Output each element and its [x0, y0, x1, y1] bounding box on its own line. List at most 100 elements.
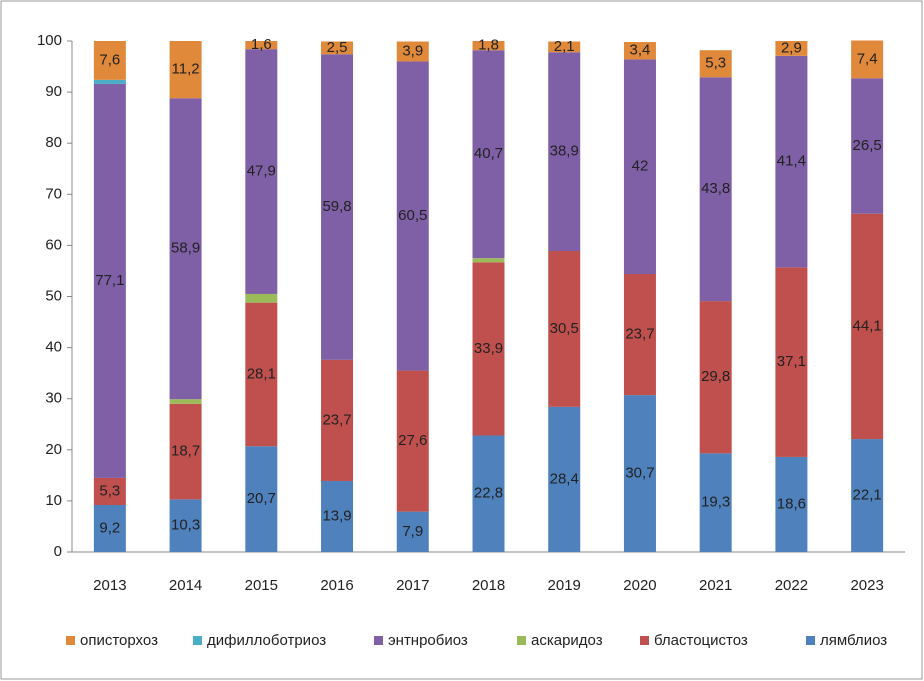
bar-segment	[245, 49, 278, 294]
data-label: 77,1	[95, 272, 124, 289]
data-label: 42	[632, 158, 649, 175]
x-tick-label: 2017	[396, 577, 429, 594]
data-label: 9,2	[99, 519, 120, 536]
x-tick-label: 2015	[245, 577, 278, 594]
y-tick-label: 60	[45, 236, 62, 253]
bar-segment	[851, 78, 884, 214]
data-label: 7,6	[99, 51, 120, 68]
data-label: 37,1	[777, 353, 806, 370]
legend-label: бластоцистоз	[654, 632, 748, 649]
legend-swatch	[517, 636, 526, 645]
bar-segment	[548, 251, 581, 407]
bar-segment	[699, 50, 732, 78]
bar-segment	[775, 41, 808, 56]
bar-segment	[245, 302, 278, 447]
bar-segment	[699, 301, 732, 454]
data-label: 7,9	[402, 523, 423, 540]
bar-segment	[851, 439, 884, 552]
data-label: 2,9	[781, 39, 802, 56]
legend-swatch	[66, 636, 75, 645]
legend-label: дифиллоботриоз	[207, 632, 326, 649]
y-tick-label: 80	[45, 134, 62, 151]
data-label: 29,8	[701, 368, 730, 385]
data-label: 19,3	[701, 494, 730, 511]
bar-segment	[321, 480, 354, 552]
bar-segment	[472, 41, 505, 51]
data-label: 3,9	[402, 42, 423, 59]
legend-label: описторхоз	[80, 632, 158, 649]
bar-segment	[169, 399, 202, 404]
data-label: 1,8	[478, 37, 499, 54]
y-tick-label: 90	[45, 83, 62, 100]
data-label: 58,9	[171, 240, 200, 257]
y-tick-label: 10	[45, 492, 62, 509]
bar-segment	[321, 54, 354, 360]
data-label: 18,7	[171, 443, 200, 460]
x-tick-label: 2023	[850, 577, 883, 594]
bar-segment	[548, 406, 581, 552]
y-tick-label: 0	[54, 543, 62, 560]
legend-swatch	[806, 636, 815, 645]
data-label: 26,5	[853, 137, 882, 154]
data-label: 22,1	[853, 487, 882, 504]
data-label: 7,4	[857, 50, 878, 67]
legend-label: лямблиоз	[820, 632, 887, 649]
data-label: 27,6	[398, 432, 427, 449]
data-label: 60,5	[398, 207, 427, 224]
bar-segment	[321, 41, 354, 55]
bar-segment	[699, 77, 732, 302]
data-label: 5,3	[705, 55, 726, 72]
data-label: 38,9	[550, 143, 579, 160]
y-tick-label: 30	[45, 390, 62, 407]
bar-segment	[851, 40, 884, 79]
x-tick-label: 2022	[775, 577, 808, 594]
data-label: 11,2	[172, 61, 200, 78]
bar-segment	[93, 504, 126, 552]
data-label: 28,4	[550, 470, 579, 487]
bar-segment	[321, 359, 354, 481]
data-label: 3,4	[630, 42, 651, 59]
data-label: 13,9	[322, 507, 351, 524]
bar-segment	[93, 79, 126, 84]
data-label: 44,1	[853, 317, 882, 334]
data-label: 1,6	[251, 36, 272, 53]
bar-segment	[93, 83, 126, 478]
y-tick-label: 50	[45, 287, 62, 304]
x-tick-label: 2016	[320, 577, 353, 594]
data-label: 59,8	[322, 198, 351, 215]
data-label: 22,8	[474, 485, 503, 502]
bar-segment	[245, 41, 278, 50]
bar-segment	[245, 293, 278, 303]
bar-segment	[396, 511, 429, 552]
data-label: 10,3	[171, 517, 200, 534]
x-tick-label: 2020	[623, 577, 656, 594]
bar-segment	[472, 435, 505, 552]
bar-segment	[93, 41, 126, 80]
data-label: 30,5	[550, 320, 579, 337]
y-tick-label: 20	[45, 441, 62, 458]
x-tick-label: 2021	[699, 577, 732, 594]
bar-segment	[245, 446, 278, 552]
bar-segment	[169, 403, 202, 500]
bar-segment	[548, 52, 581, 252]
data-label: 43,8	[701, 180, 730, 197]
data-label: 23,7	[322, 411, 351, 428]
data-label: 41,4	[777, 153, 806, 170]
bar-segment	[775, 456, 808, 552]
x-tick-label: 2018	[472, 577, 505, 594]
bar-segment	[699, 453, 732, 552]
data-label: 2,1	[554, 38, 575, 55]
data-label: 30,7	[625, 465, 654, 482]
bar-segment	[396, 370, 429, 512]
bar-segment	[396, 41, 429, 62]
data-label: 2,5	[327, 39, 348, 56]
bar-segment	[548, 41, 581, 53]
bar-segment	[472, 258, 505, 263]
legend-label: энтнробиоз	[388, 632, 468, 649]
x-tick-label: 2014	[169, 577, 202, 594]
data-label: 33,9	[474, 340, 503, 357]
bar-segment	[472, 262, 505, 436]
y-tick-label: 70	[45, 185, 62, 202]
